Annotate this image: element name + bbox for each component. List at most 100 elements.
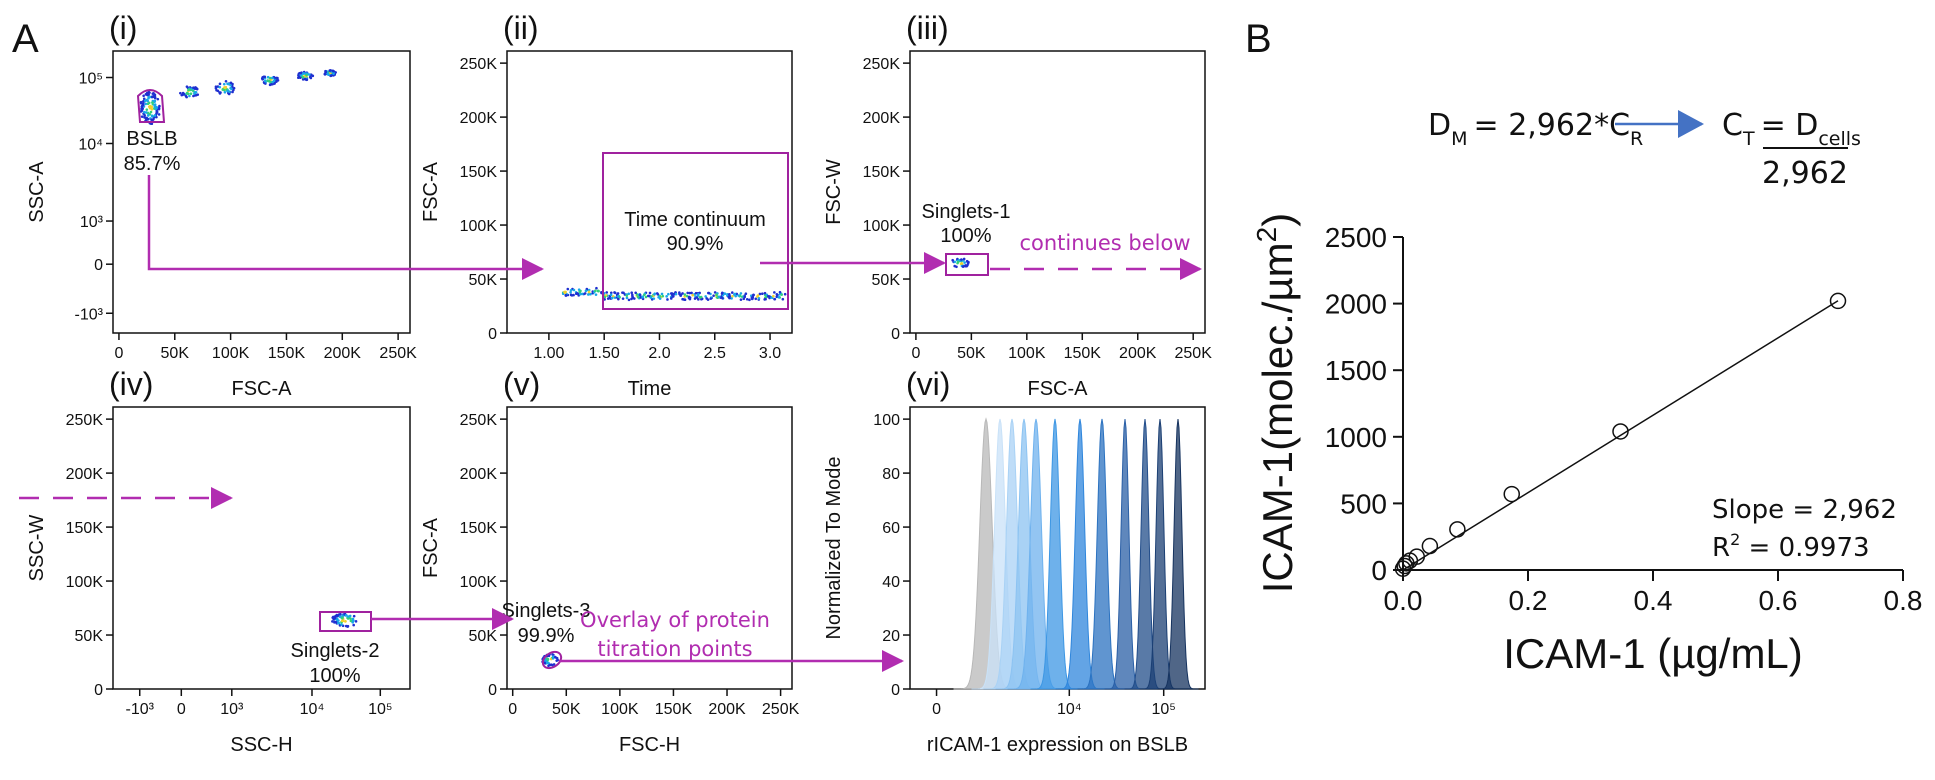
y-tick-label: 200K bbox=[863, 110, 901, 127]
event-dot bbox=[965, 265, 968, 268]
event-dot bbox=[776, 293, 779, 296]
y-axis-label: Normalized To Mode bbox=[823, 456, 845, 639]
event-dot bbox=[192, 86, 195, 89]
event-dot bbox=[332, 616, 335, 619]
y-tick-label: 50K bbox=[872, 272, 901, 289]
event-dot bbox=[617, 298, 620, 301]
y-tick-label: 50K bbox=[469, 272, 498, 289]
event-dot bbox=[143, 111, 146, 114]
b-data-point bbox=[1504, 487, 1519, 502]
b-x-tick-label: 0.4 bbox=[1634, 585, 1673, 616]
event-dot bbox=[579, 293, 582, 296]
event-dot bbox=[194, 86, 197, 89]
population-bslb bbox=[140, 91, 161, 125]
event-dot bbox=[617, 292, 620, 295]
event-dot bbox=[779, 291, 782, 294]
x-tick-label: 150K bbox=[268, 345, 306, 362]
x-tick-label: 1.50 bbox=[589, 345, 620, 362]
y-tick-label: 0 bbox=[488, 682, 497, 699]
event-dot bbox=[780, 293, 783, 296]
y-axis-label: SSC-A bbox=[26, 161, 48, 223]
b-data-point bbox=[1450, 522, 1465, 537]
x-tick-label: -10³ bbox=[126, 701, 155, 718]
event-dot bbox=[190, 92, 193, 95]
event-dot bbox=[715, 293, 718, 296]
event-dot bbox=[951, 259, 954, 262]
event-dot bbox=[594, 290, 597, 293]
x-tick-label: 100K bbox=[212, 345, 250, 362]
gate-percent-singlets2: 100% bbox=[309, 665, 360, 687]
event-dot bbox=[566, 288, 569, 291]
x-tick-label: 200K bbox=[1119, 345, 1157, 362]
event-dot bbox=[678, 291, 681, 294]
event-dot bbox=[276, 77, 279, 80]
x-tick-label: 0 bbox=[911, 345, 920, 362]
event-dot bbox=[748, 299, 751, 302]
event-dot bbox=[150, 111, 153, 114]
event-dot bbox=[681, 292, 684, 295]
event-dot bbox=[595, 287, 598, 290]
x-tick-label: 50K bbox=[552, 701, 581, 718]
b-y-tick-label: 1000 bbox=[1325, 422, 1387, 453]
b-x-tick-label: 0.2 bbox=[1509, 585, 1548, 616]
event-dot bbox=[617, 295, 620, 298]
event-dot bbox=[341, 614, 344, 617]
event-dot bbox=[231, 91, 234, 94]
population-time-band bbox=[576, 288, 585, 296]
event-dot bbox=[758, 297, 761, 300]
population-doublets bbox=[323, 69, 336, 77]
event-dot bbox=[697, 293, 700, 296]
y-tick-label: 100 bbox=[873, 412, 900, 429]
event-dot bbox=[302, 72, 305, 75]
x-tick-label: 10⁴ bbox=[1057, 701, 1082, 718]
b-y-tick-label: 1500 bbox=[1325, 355, 1387, 386]
slope-annotation: Slope = 2,962 bbox=[1712, 495, 1897, 525]
event-dot bbox=[552, 657, 555, 660]
x-tick-label: 250K bbox=[762, 701, 800, 718]
y-tick-label: 0 bbox=[94, 257, 103, 274]
event-dot bbox=[699, 296, 702, 299]
x-tick-label: 200K bbox=[708, 701, 746, 718]
event-dot bbox=[555, 659, 558, 662]
event-dot bbox=[585, 290, 588, 293]
conversion-equation: DM = 2,962*CR CT = Dcells 2,962 bbox=[1428, 108, 1861, 191]
event-dot bbox=[269, 81, 272, 84]
event-dot bbox=[151, 96, 154, 99]
event-dot bbox=[675, 293, 678, 296]
event-dot bbox=[352, 619, 355, 622]
event-dot bbox=[324, 71, 327, 74]
event-dot bbox=[564, 292, 567, 295]
event-dot bbox=[724, 292, 727, 295]
y-tick-label: 50K bbox=[75, 628, 104, 645]
event-dot bbox=[141, 105, 144, 108]
y-tick-label: 250K bbox=[460, 56, 498, 73]
eq-denominator: 2,962 bbox=[1762, 156, 1848, 191]
gate-percent-singlets3: 99.9% bbox=[518, 625, 575, 647]
panel-title: (ii) bbox=[503, 10, 539, 46]
x-axis-label: FSC-H bbox=[619, 734, 680, 756]
x-tick-label: 150K bbox=[655, 701, 693, 718]
population-time-band bbox=[775, 291, 786, 301]
y-tick-label: 200K bbox=[66, 466, 104, 483]
event-dot bbox=[718, 295, 721, 298]
event-dot bbox=[688, 297, 691, 300]
x-tick-label: 10⁵ bbox=[1151, 701, 1175, 718]
event-dot bbox=[610, 294, 613, 297]
event-dot bbox=[267, 80, 270, 83]
event-dot bbox=[264, 76, 267, 79]
event-dot bbox=[657, 296, 660, 299]
y-tick-label: 0 bbox=[891, 326, 900, 343]
event-dot bbox=[183, 93, 186, 96]
x-tick-label: 3.0 bbox=[759, 345, 781, 362]
population-time-band bbox=[656, 292, 664, 300]
panel-title: (i) bbox=[109, 10, 137, 46]
event-dot bbox=[653, 297, 656, 300]
event-dot bbox=[709, 297, 712, 300]
event-dot bbox=[960, 262, 963, 265]
event-dot bbox=[186, 92, 189, 95]
population-time-band bbox=[727, 291, 738, 299]
event-dot bbox=[269, 84, 272, 87]
flow-panel-4: (iv)-10³ 0 10³ 10⁴ 10⁵050K100K150K200K250KSS… bbox=[26, 366, 410, 756]
event-dot bbox=[147, 96, 150, 99]
event-dot bbox=[339, 615, 342, 618]
